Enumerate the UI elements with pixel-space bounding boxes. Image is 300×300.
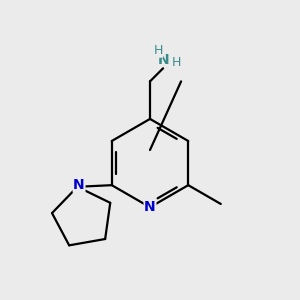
Text: H: H	[171, 56, 181, 69]
Text: N: N	[144, 200, 156, 214]
Text: N: N	[73, 178, 85, 192]
Text: N: N	[158, 53, 170, 67]
Text: H: H	[154, 44, 163, 58]
